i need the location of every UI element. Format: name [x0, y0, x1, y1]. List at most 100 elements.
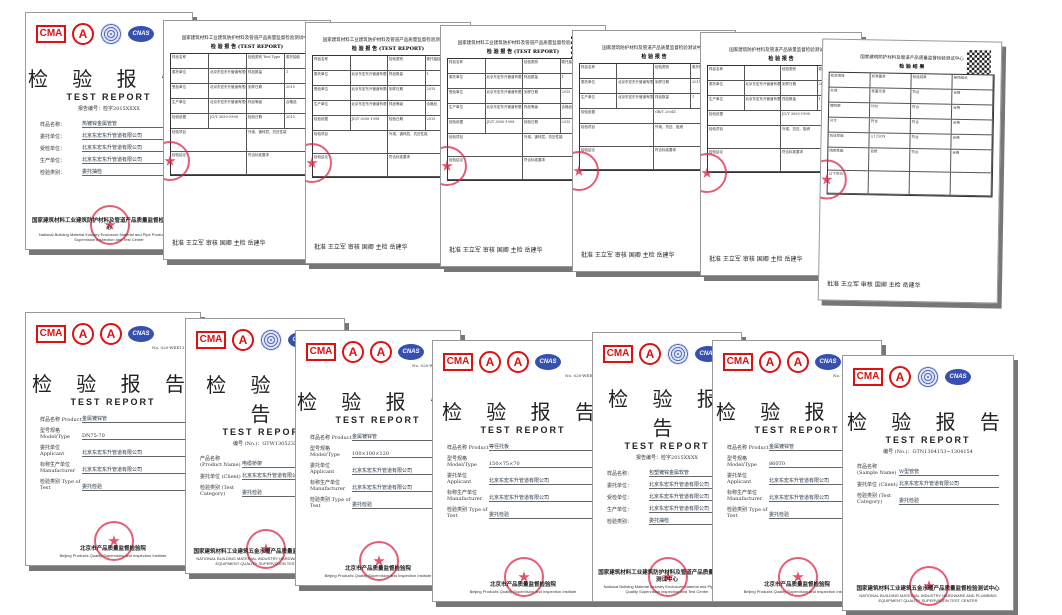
table-row: 生产单位北京东宏东升管道有限公司样品等级合格品 [171, 99, 323, 114]
field-label: 产品名称 (Product Name) [200, 456, 241, 468]
table-cell: 均匀 [869, 103, 912, 119]
field-value: 金属镀锌管 [769, 443, 867, 451]
cal-logo: A [889, 366, 911, 388]
field-label: 委托单位 (Client) [200, 474, 241, 480]
table-cell: 检验日期 [523, 119, 561, 133]
report-field: 标称生产单位 Manufacturer 北京东宏东升管道有限公司 [447, 489, 599, 502]
table-cell: 生产单位 [708, 96, 745, 110]
cnas-logo: CNAS [398, 344, 424, 360]
table-cell: 北京东宏东升管道有限公司 [351, 71, 388, 85]
field-label: 委托单位： [40, 134, 66, 140]
field-value: 包塑镀锌金属软管 [649, 469, 727, 477]
official-seal [504, 557, 544, 597]
table-cell: 样品等级 [523, 104, 561, 118]
cal-logo: A [342, 341, 364, 363]
table-cell: 自熄 [869, 148, 911, 171]
table-cell [868, 171, 910, 194]
table-cell: 检验结论 [580, 147, 654, 169]
table-cell: 检验项目 [580, 124, 654, 146]
field-label: 型号规格 Model/Type [727, 456, 757, 468]
field-value: 委托检验 [769, 511, 867, 519]
report-field: 委托单位： 北京东宏东升管道有限公司 [607, 481, 727, 489]
table-cell [486, 59, 523, 73]
table-cell: 样品名称 [580, 64, 617, 78]
issuing-institute-en: Beijing Products Quality Supervision and… [324, 573, 432, 579]
report-field: 检验类别 Type of Test 委托检验 [310, 496, 446, 509]
field-label: 检验类别 (Test Category) [200, 485, 235, 497]
issuing-institute-en: Beijing Products Quality Supervision and… [743, 589, 851, 595]
cma-logo: CMA [443, 353, 473, 371]
issuing-institute-en: Beijing Products Quality Supervision and… [469, 589, 577, 595]
table-cell: 符合 [910, 134, 952, 149]
field-value: 委托检验 [489, 511, 599, 519]
field-value: DN75-70 [82, 433, 186, 440]
table-row: 以下空白 [827, 170, 992, 197]
table-cell: 检验依据 [171, 114, 209, 128]
report-field: 委托单位 (Client) 北京东宏东升管道有限公司 [857, 480, 999, 488]
table-cell: 北京东宏东升管道有限公司 [209, 99, 247, 113]
table-cell: 委托单位 [171, 69, 209, 83]
institute-block: 北京市产品质量监督检验院 Beijing Products Quality Sup… [30, 546, 196, 559]
table-cell: 样品数量 [247, 69, 285, 83]
report-field: 委托单位： 北京东宏东升管道有限公司 [40, 132, 178, 140]
cal-logo: A [639, 343, 661, 365]
table-cell: 表面光滑 [870, 88, 912, 104]
field-value: 北京东宏东升管道有限公司 [649, 505, 727, 513]
table-cell: 检验类别 [388, 56, 426, 70]
table-cell [909, 171, 951, 195]
field-label: 检验类别 (Test Category) [857, 493, 892, 505]
table-cell: 委托单位 [313, 71, 351, 85]
report-title: 检 验 报 告 [441, 400, 605, 424]
cma-logo: CMA [36, 25, 66, 43]
iso-logo [667, 343, 689, 365]
table-cell: 检验项目 [448, 134, 523, 156]
official-seal [778, 557, 818, 597]
field-label: 委托单位 (Client) [857, 482, 898, 488]
table-cell: 生产单位 [171, 99, 209, 113]
field-value: 等径托板 [489, 443, 599, 451]
field-value: 北京东宏东升管道有限公司 [82, 449, 186, 457]
table-cell: 检验项目 [708, 126, 781, 148]
field-label: 检验类别： [40, 170, 66, 176]
institute-block: 北京市产品质量监督检验院 Beijing Products Quality Sup… [300, 566, 456, 579]
report-number: No. 020-WEE13142 [152, 345, 192, 350]
issuing-institute: 北京市产品质量监督检验院 [344, 565, 411, 572]
table-cell: 到样日期 [523, 89, 561, 103]
report-field: 型号规格 Model/Type 150×75×70 [447, 455, 599, 468]
table-cell: 检验类别 [523, 59, 561, 73]
issuing-institute: 国家建筑材料工业建筑防护材料及管道产品质量监督检验测试中心 [31, 218, 186, 231]
official-seal [909, 566, 949, 606]
issuing-institute: 国家建筑材料工业建筑防护材料及管道产品质量监督检验测试中心 [598, 570, 736, 583]
field-label: 型号规格 Model/Type [40, 428, 70, 440]
field-value: 北京东宏东升管道有限公司 [649, 481, 727, 489]
field-label: 型号规格 Model/Type [310, 446, 340, 458]
field-value: 委托抽检 [649, 517, 727, 525]
table-cell: 委托单位 [580, 79, 617, 93]
report-field: 检验类别： 委托抽检 [607, 517, 727, 525]
field-label: 检验类别 Type of Test [447, 507, 488, 519]
field-label: 检验类别 Type of Test [727, 507, 768, 519]
report-field: 委托单位 Applicant 北京东宏东升管道有限公司 [447, 472, 599, 485]
issuing-institute-en: National Building Material Industry Encl… [603, 584, 731, 595]
report-subtitle: TEST REPORT [222, 427, 308, 437]
signature-line: 批准 王立军 审核 国卿 主检 岳建华 [826, 280, 921, 290]
report-title: 检 验 报 告 [27, 67, 191, 91]
report-number: 编号 (No.)：GTW1305232 [232, 441, 298, 447]
test-report-document: CMA A A CNAS No. 020-WEE13142 检 验 报 告 TEST REP… [25, 312, 201, 566]
field-label: 检验类别： [607, 519, 633, 525]
field-value: 热镀锌金属管管 [82, 120, 178, 128]
table-cell: 检验类别 [781, 66, 818, 80]
field-label: 样品名称 (Sample Name) [857, 464, 897, 476]
signature-line: 批准 王立军 审核 国卿 主检 岳建华 [314, 244, 408, 251]
table-cell: 样品数量 [781, 96, 818, 110]
cal-logo: A [72, 23, 94, 45]
field-value: 北京东宏东升管道有限公司 [769, 477, 867, 485]
table-cell [617, 64, 654, 78]
table-cell: 镀锌层 [828, 102, 871, 118]
cma-logo: CMA [196, 331, 226, 349]
table-row: 检验结论 符合标准要求 [171, 152, 323, 175]
official-seal [90, 205, 130, 245]
report-field: 样品名称 Product 金属镀锌管 [40, 415, 186, 423]
